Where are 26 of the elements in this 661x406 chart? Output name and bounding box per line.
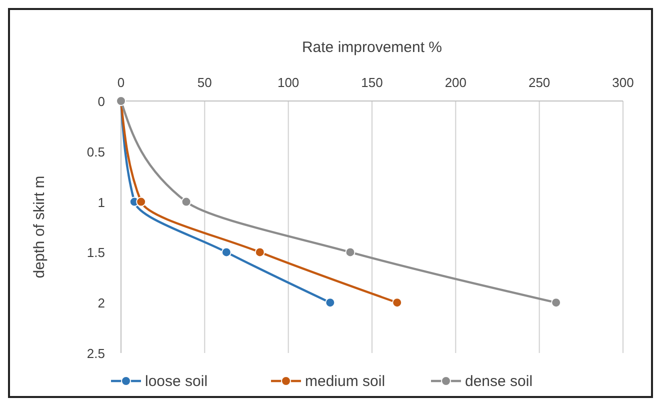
y-tick-label: 0.5	[86, 144, 105, 160]
x-axis-title: Rate improvement %	[302, 39, 442, 56]
x-tick-label: 300	[612, 75, 634, 90]
y-tick-label: 2.5	[86, 346, 105, 361]
y-tick-label: 1.5	[86, 245, 105, 260]
point	[551, 298, 562, 308]
x-tick-label: 250	[528, 75, 550, 90]
y-tick-label: 2	[98, 296, 105, 311]
legend-label: dense soil	[465, 373, 533, 390]
x-tick-label: 100	[277, 75, 300, 90]
y-axis-title: depth of skirt m	[31, 176, 48, 278]
x-tick-label: 150	[361, 75, 383, 90]
point	[345, 247, 356, 258]
x-tick-label: 0	[117, 75, 125, 90]
point	[181, 196, 192, 207]
point	[325, 298, 336, 308]
y-tick-label: 1	[98, 194, 105, 210]
x-tick-label: 200	[444, 75, 467, 90]
legend-label: medium soil	[305, 373, 386, 390]
point	[392, 298, 402, 308]
y-tick-label: 0	[98, 94, 105, 109]
point	[136, 196, 146, 207]
point	[221, 247, 232, 258]
x-tick-label: 50	[197, 75, 212, 90]
point	[254, 247, 265, 258]
legend-label: loose soil	[145, 373, 208, 390]
